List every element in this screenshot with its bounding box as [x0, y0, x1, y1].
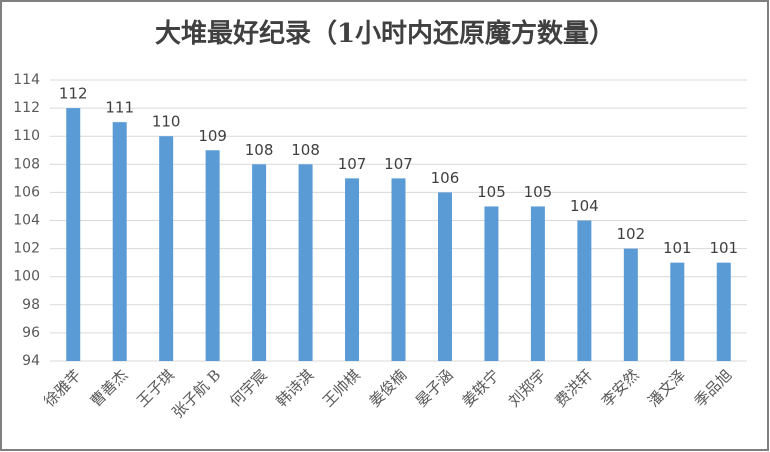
value-label: 101 [709, 239, 738, 257]
bar [391, 178, 406, 361]
value-label: 104 [570, 197, 599, 215]
bar [577, 220, 592, 361]
value-label: 110 [152, 113, 181, 131]
value-label: 105 [524, 183, 553, 201]
bar [623, 248, 638, 361]
y-tick-label: 102 [13, 241, 40, 257]
y-tick-label: 98 [22, 297, 40, 313]
bar [716, 262, 731, 361]
bar [205, 150, 220, 361]
y-tick-label: 96 [22, 325, 40, 341]
bar [159, 136, 174, 361]
value-label: 111 [105, 99, 134, 117]
y-tick-label: 112 [13, 100, 40, 116]
value-label: 112 [59, 85, 88, 103]
value-label: 108 [291, 141, 320, 159]
y-tick-label: 104 [13, 213, 40, 229]
y-tick-label: 108 [13, 156, 40, 172]
y-tick-label: 100 [13, 269, 40, 285]
bar [298, 164, 313, 361]
y-tick-label: 110 [13, 128, 40, 144]
value-label: 107 [338, 155, 367, 173]
value-label: 105 [477, 183, 506, 201]
y-tick-label: 106 [13, 184, 40, 200]
chart-title: 大堆最好纪录（1小时内还原魔方数量） [155, 18, 615, 49]
bar [112, 122, 127, 362]
bar [66, 108, 81, 361]
value-label: 109 [198, 127, 227, 145]
bar [530, 206, 545, 361]
bar [670, 262, 685, 361]
bar [345, 178, 360, 361]
value-label: 106 [431, 169, 460, 187]
value-label: 108 [245, 141, 274, 159]
value-label: 102 [617, 225, 646, 243]
y-tick-label: 114 [13, 72, 40, 88]
bar [484, 206, 499, 361]
bar [437, 192, 452, 361]
bar [252, 164, 267, 361]
value-label: 107 [384, 155, 413, 173]
y-tick-label: 94 [22, 353, 40, 369]
value-label: 101 [663, 239, 692, 257]
